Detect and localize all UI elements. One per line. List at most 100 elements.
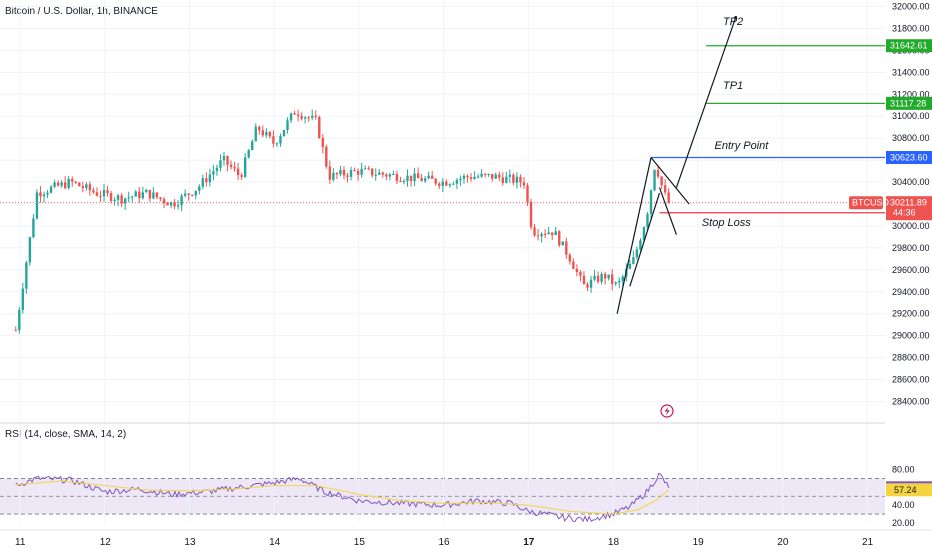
candle-body	[547, 232, 550, 234]
time-tick-label: 21	[862, 537, 874, 548]
candle-body	[198, 186, 201, 191]
trade-drawings[interactable]: TP2 TP1 Entry Point Stop Loss	[616, 15, 885, 314]
candle-body	[233, 167, 236, 169]
candle-body	[639, 240, 642, 250]
lightning-icon[interactable]	[660, 404, 674, 418]
rsi-line	[15, 472, 670, 523]
current-price-value: 30211.89	[890, 198, 927, 208]
candle-body	[314, 115, 317, 117]
drawing-label: TP2	[723, 16, 743, 28]
candle-body	[586, 284, 589, 288]
candle-body	[431, 175, 434, 179]
candle-body	[229, 164, 233, 168]
candle-body	[653, 169, 656, 191]
candle-body	[420, 178, 423, 182]
candle-body	[205, 178, 208, 183]
candle-body	[515, 176, 519, 183]
symbol-label: BTCUSD	[852, 198, 890, 208]
candle-body	[243, 157, 247, 177]
candle-body	[536, 235, 540, 237]
candle-body	[353, 170, 356, 172]
candle-body	[46, 192, 49, 195]
candle-body	[399, 180, 402, 182]
candle-body	[491, 174, 494, 179]
candle-body	[173, 202, 176, 207]
time-axis[interactable]: 11 12 13 14 15 16 17 18 19 20 21	[0, 529, 932, 548]
time-tick-label: 11	[15, 537, 26, 548]
candle-body	[402, 181, 406, 183]
candle-body	[466, 175, 469, 178]
time-tick-label: 17	[523, 537, 535, 548]
projection-line	[675, 17, 737, 188]
candle-body	[85, 184, 88, 189]
candle-body	[582, 275, 586, 285]
projection-line	[658, 187, 677, 235]
time-tick-label: 20	[777, 537, 789, 548]
candle-body	[607, 274, 610, 279]
projection-line	[616, 157, 652, 314]
candle-body	[434, 178, 437, 184]
candle-body	[441, 181, 444, 186]
candle-body	[53, 182, 56, 187]
candle-body	[307, 117, 310, 119]
price-plot[interactable]	[0, 109, 885, 334]
candle-body	[49, 186, 53, 193]
drawing-label: TP1	[723, 80, 743, 92]
rsi-tick-label: 80.00	[892, 465, 915, 475]
candle-body	[187, 193, 190, 195]
drawing-label: Stop Loss	[702, 217, 751, 229]
candle-body	[254, 126, 257, 142]
price-tick-label: 29000.00	[892, 331, 930, 341]
candle-body	[201, 178, 205, 187]
rsi-tick-label: 40.00	[892, 500, 915, 510]
candle-body	[141, 192, 145, 199]
candle-body	[148, 189, 152, 199]
candle-body	[78, 182, 81, 187]
price-tick-label: 29200.00	[892, 309, 930, 319]
candle-body	[483, 173, 487, 175]
symbol-tag	[849, 196, 883, 210]
price-tick-label: 32000.00	[892, 2, 930, 12]
candle-body	[180, 195, 183, 206]
rsi-plot[interactable]	[0, 424, 885, 523]
chart-title: Bitcoin / U.S. Dollar, 1h, BINANCE	[5, 6, 158, 17]
candle-body	[360, 168, 363, 175]
candle-body	[332, 172, 335, 180]
rsi-ma-line	[15, 480, 670, 515]
candle-body	[406, 175, 409, 182]
candle-body	[14, 330, 17, 332]
candle-body	[286, 120, 289, 130]
candle-body	[162, 198, 166, 204]
candle-body	[42, 194, 46, 197]
candle-body	[600, 273, 603, 282]
candle-body	[99, 195, 102, 197]
candle-body	[505, 176, 508, 183]
candle-body	[618, 280, 621, 283]
candle-body	[39, 192, 42, 197]
candle-body	[540, 233, 543, 237]
candle-body	[663, 185, 667, 193]
candle-body	[413, 173, 416, 182]
candle-body	[593, 275, 596, 280]
candle-body	[378, 172, 381, 175]
candle-body	[632, 257, 635, 264]
candle-body	[589, 279, 593, 288]
projection-point	[734, 15, 738, 19]
candle-body	[335, 172, 339, 175]
candle-body	[63, 182, 67, 189]
candle-body	[462, 175, 466, 179]
candle-body	[356, 170, 360, 175]
projection-line	[650, 157, 690, 205]
candle-body	[423, 178, 427, 182]
candle-body	[138, 191, 141, 199]
candle-body	[106, 190, 109, 194]
candle-body	[579, 271, 582, 276]
candle-body	[145, 189, 148, 193]
price-axis[interactable]: 28400.00 28600.00 28800.00 29000.00 29200.00…	[849, 2, 932, 407]
candle-body	[176, 205, 180, 207]
candle-body	[325, 146, 328, 167]
candle-body	[628, 263, 632, 269]
candle-body	[494, 174, 497, 179]
candle-body	[416, 173, 420, 179]
